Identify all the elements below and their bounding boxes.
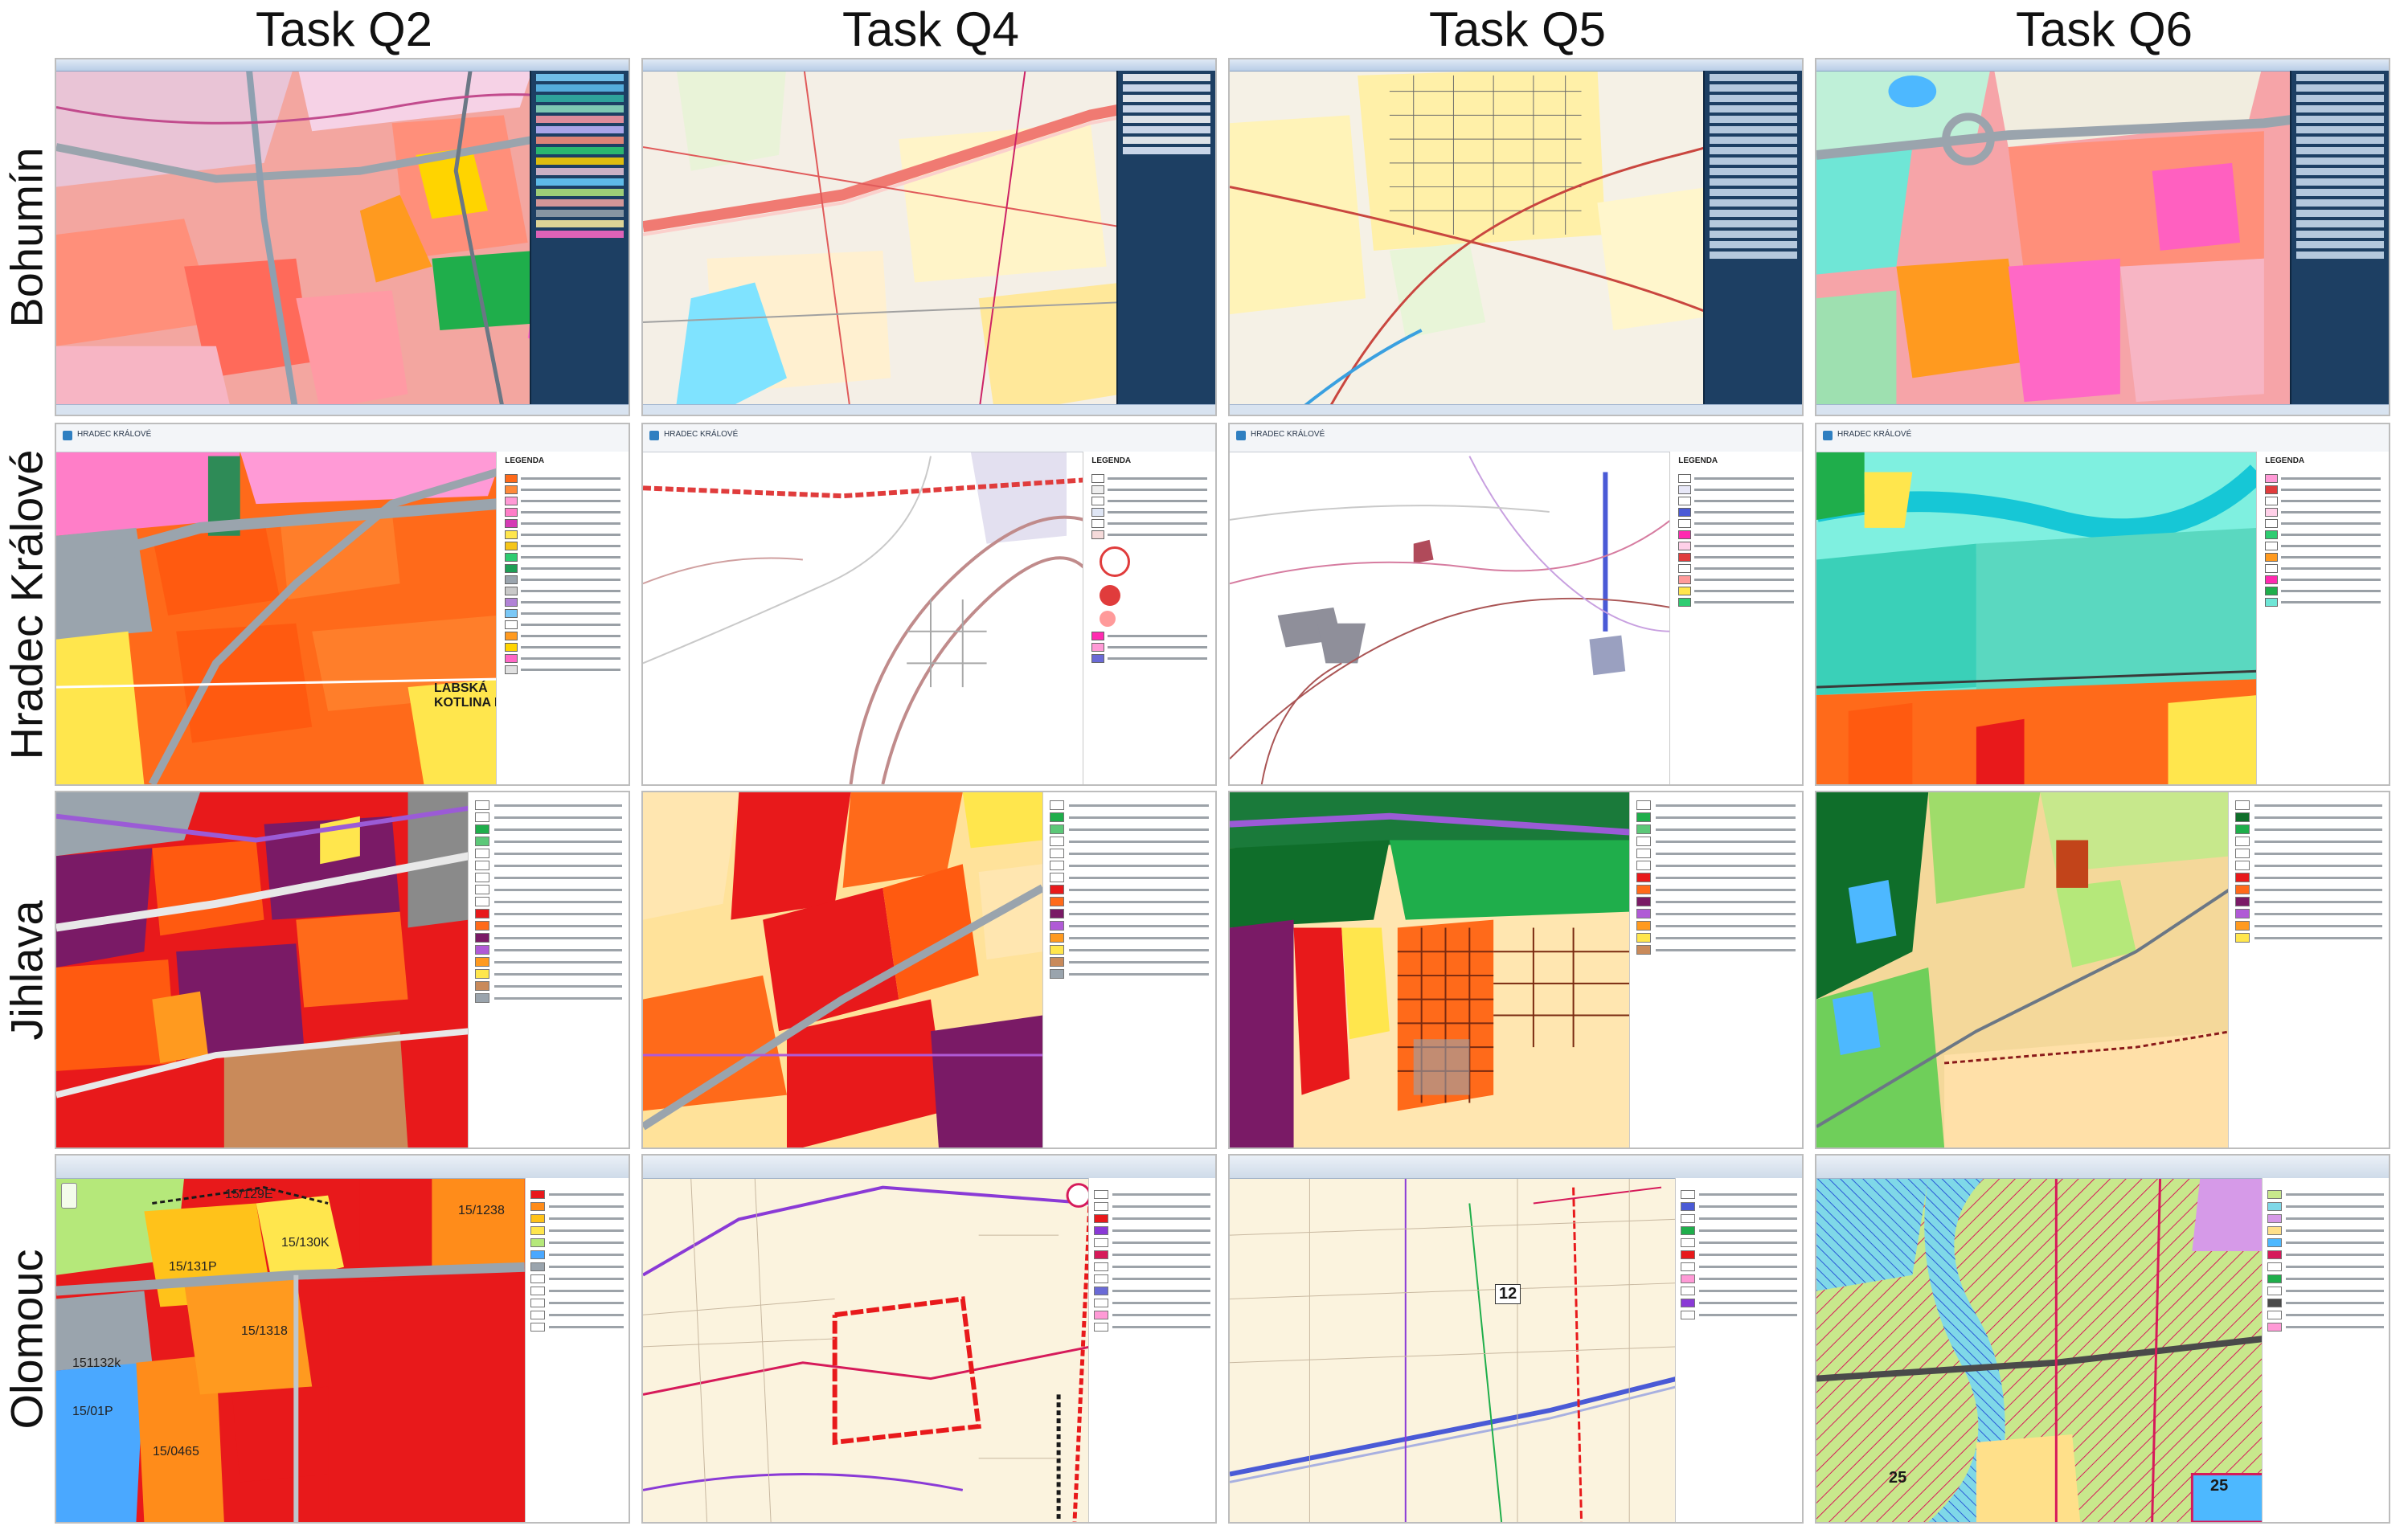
status-bar xyxy=(1816,404,2389,415)
map-toolbar[interactable] xyxy=(1816,59,2389,72)
legend-panel[interactable] xyxy=(529,71,629,405)
tile-jihlava-q2[interactable] xyxy=(55,791,630,1149)
column-header-q4: Task Q4 xyxy=(842,2,1020,56)
parcel-label: 15/1238 xyxy=(458,1204,505,1217)
app-header: HRADEC KRÁLOVÉ xyxy=(1230,424,1802,452)
tile-jihlava-q6[interactable] xyxy=(1815,791,2390,1149)
legend-panel[interactable]: LEGENDA xyxy=(2256,452,2389,784)
column-header-q2: Task Q2 xyxy=(255,2,433,56)
status-bar xyxy=(1230,404,1802,415)
app-header: HRADEC KRÁLOVÉ xyxy=(1816,424,2389,452)
row-header-bohumin: Bohumín xyxy=(1,146,52,328)
legend-panel[interactable]: LEGENDA xyxy=(496,452,629,784)
legend-panel[interactable] xyxy=(2262,1178,2389,1522)
row-header-jihlava: Jihlava xyxy=(1,899,52,1041)
map-toolbar[interactable] xyxy=(56,1156,629,1179)
place-label: LABSKÁ KOTLINA II xyxy=(434,681,502,710)
parcel-label: 15/0465 xyxy=(153,1445,199,1458)
tile-jihlava-q5[interactable] xyxy=(1228,791,1804,1149)
parcel-label: 15/131P xyxy=(169,1260,217,1274)
app-logo-icon xyxy=(63,431,72,440)
tile-bohumin-q2[interactable] xyxy=(55,58,630,416)
legend-panel[interactable]: LEGENDA xyxy=(1083,452,1215,784)
legend-panel[interactable] xyxy=(1116,71,1215,405)
zoom-control[interactable] xyxy=(61,1183,77,1209)
tile-hradec-q6[interactable]: HRADEC KRÁLOVÉ LEGENDA xyxy=(1815,423,2390,786)
tile-bohumin-q6[interactable] xyxy=(1815,58,2390,416)
zone-number: 25 xyxy=(1889,1469,1907,1487)
legend-panel[interactable] xyxy=(467,792,629,1148)
tile-hradec-q5[interactable]: HRADEC KRÁLOVÉ LEGENDA xyxy=(1228,423,1804,786)
app-header: HRADEC KRÁLOVÉ xyxy=(56,424,629,452)
legend-title: LEGENDA xyxy=(505,456,545,465)
map-toolbar[interactable] xyxy=(56,59,629,72)
tile-bohumin-q4[interactable] xyxy=(641,58,1217,416)
parcel-label: 15/130K xyxy=(281,1236,330,1250)
map-toolbar[interactable] xyxy=(1816,1156,2389,1179)
legend-panel[interactable] xyxy=(1088,1178,1215,1522)
app-title: HRADEC KRÁLOVÉ xyxy=(77,430,152,439)
app-logo-icon xyxy=(1236,431,1246,440)
tile-olomouc-q5[interactable]: 12 xyxy=(1228,1154,1804,1524)
app-logo-icon xyxy=(649,431,659,440)
legend-panel[interactable] xyxy=(1702,71,1802,405)
map-toolbar[interactable] xyxy=(1230,1156,1802,1179)
row-header-olomouc: Olomouc xyxy=(1,1248,52,1430)
tile-jihlava-q4[interactable] xyxy=(641,791,1217,1149)
parcel-label: 151132k xyxy=(72,1356,121,1370)
tile-olomouc-q6[interactable]: 25 25 xyxy=(1815,1154,2390,1524)
legend-panel[interactable] xyxy=(1629,792,1802,1148)
tile-olomouc-q4[interactable] xyxy=(641,1154,1217,1524)
legend-panel[interactable] xyxy=(2227,792,2389,1148)
status-bar xyxy=(643,404,1215,415)
legend-title: LEGENDA xyxy=(1091,456,1132,465)
legend-panel[interactable]: LEGENDA xyxy=(1669,452,1802,784)
parcel-label: 15/01P xyxy=(72,1405,113,1418)
app-title: HRADEC KRÁLOVÉ xyxy=(664,430,739,439)
column-header-q5: Task Q5 xyxy=(1428,2,1607,56)
tile-bohumin-q5[interactable] xyxy=(1228,58,1804,416)
tile-hradec-q4[interactable]: HRADEC KRÁLOVÉ LEGENDA xyxy=(641,423,1217,786)
legend-panel[interactable] xyxy=(1042,792,1215,1148)
app-title: HRADEC KRÁLOVÉ xyxy=(1837,430,1912,439)
map-toolbar[interactable] xyxy=(643,1156,1215,1179)
legend-panel[interactable] xyxy=(2289,71,2389,405)
zone-number: 25 xyxy=(2210,1477,2229,1495)
zone-number: 12 xyxy=(1495,1284,1521,1304)
status-bar xyxy=(56,404,629,415)
map-toolbar[interactable] xyxy=(1230,59,1802,72)
parcel-label: 15/129E xyxy=(225,1188,273,1201)
column-header-q6: Task Q6 xyxy=(2015,2,2193,56)
app-logo-icon xyxy=(1823,431,1833,440)
row-header-hradec: Hradec Králové xyxy=(1,449,52,759)
legend-title: LEGENDA xyxy=(2265,456,2305,465)
legend-title: LEGENDA xyxy=(1678,456,1718,465)
legend-panel[interactable] xyxy=(1675,1178,1802,1522)
map-toolbar[interactable] xyxy=(643,59,1215,72)
tile-hradec-q2[interactable]: HRADEC KRÁLOVÉ LABSKÁ KOTLINA II LEGENDA xyxy=(55,423,630,786)
tile-olomouc-q2[interactable]: 15/129E 15/1238 15/130K 15/131P 15/1318 … xyxy=(55,1154,630,1524)
legend-panel[interactable] xyxy=(524,1178,629,1522)
app-header: HRADEC KRÁLOVÉ xyxy=(643,424,1215,452)
app-title: HRADEC KRÁLOVÉ xyxy=(1251,430,1325,439)
parcel-label: 15/1318 xyxy=(241,1324,288,1338)
